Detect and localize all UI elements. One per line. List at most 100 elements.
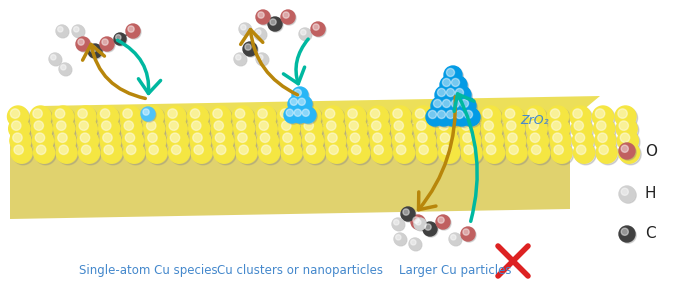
Circle shape <box>450 234 462 246</box>
Circle shape <box>577 145 586 155</box>
Circle shape <box>212 130 234 151</box>
Circle shape <box>426 108 444 126</box>
Circle shape <box>167 130 188 151</box>
Circle shape <box>168 109 177 118</box>
Circle shape <box>236 121 246 130</box>
Circle shape <box>438 88 445 97</box>
Circle shape <box>101 38 115 52</box>
Circle shape <box>506 120 526 141</box>
Circle shape <box>280 130 301 151</box>
Circle shape <box>50 54 62 66</box>
Circle shape <box>300 106 321 127</box>
Circle shape <box>259 142 279 163</box>
Circle shape <box>100 130 121 151</box>
Circle shape <box>147 132 167 153</box>
Circle shape <box>575 133 585 142</box>
Circle shape <box>298 98 306 105</box>
Circle shape <box>461 142 482 163</box>
Circle shape <box>620 144 641 165</box>
Circle shape <box>327 132 347 153</box>
Circle shape <box>124 132 145 153</box>
Circle shape <box>211 118 232 139</box>
Circle shape <box>103 144 124 165</box>
Circle shape <box>393 130 414 151</box>
Text: Cu clusters or nanoparticles: Cu clusters or nanoparticles <box>217 264 383 277</box>
Circle shape <box>509 145 519 155</box>
Circle shape <box>437 216 451 230</box>
Circle shape <box>529 132 550 153</box>
Circle shape <box>553 144 573 165</box>
Circle shape <box>72 25 84 37</box>
Circle shape <box>395 234 407 246</box>
Circle shape <box>215 133 225 142</box>
Circle shape <box>188 106 208 127</box>
Circle shape <box>619 142 640 163</box>
Circle shape <box>282 132 303 153</box>
Circle shape <box>213 120 234 141</box>
Circle shape <box>619 143 635 159</box>
Circle shape <box>102 39 108 45</box>
Circle shape <box>367 106 388 127</box>
Circle shape <box>528 109 537 118</box>
Circle shape <box>621 145 631 155</box>
Circle shape <box>464 145 473 155</box>
Circle shape <box>618 120 639 141</box>
Circle shape <box>436 109 454 127</box>
Circle shape <box>619 226 635 242</box>
Circle shape <box>594 118 614 139</box>
Circle shape <box>290 98 297 105</box>
Circle shape <box>547 106 569 127</box>
Circle shape <box>620 187 636 203</box>
Circle shape <box>436 108 458 129</box>
Circle shape <box>10 109 20 118</box>
Circle shape <box>281 142 302 163</box>
Circle shape <box>598 133 607 142</box>
Circle shape <box>13 144 34 165</box>
Circle shape <box>456 88 464 97</box>
Circle shape <box>100 109 110 118</box>
Circle shape <box>262 145 271 155</box>
Circle shape <box>301 118 322 139</box>
Circle shape <box>292 107 308 123</box>
Circle shape <box>325 130 346 151</box>
Circle shape <box>410 239 422 251</box>
Circle shape <box>73 26 85 38</box>
Circle shape <box>304 121 314 130</box>
Circle shape <box>259 121 269 130</box>
Circle shape <box>573 130 593 151</box>
Circle shape <box>435 86 453 104</box>
Circle shape <box>10 130 31 151</box>
Circle shape <box>551 121 561 130</box>
Circle shape <box>394 121 403 130</box>
Circle shape <box>214 132 235 153</box>
Circle shape <box>189 108 210 129</box>
Circle shape <box>123 130 143 151</box>
Circle shape <box>620 144 636 160</box>
Circle shape <box>145 109 155 118</box>
Circle shape <box>283 12 289 18</box>
Circle shape <box>411 215 425 229</box>
Circle shape <box>146 142 167 163</box>
Circle shape <box>573 109 582 118</box>
Circle shape <box>530 133 540 142</box>
Circle shape <box>428 110 436 118</box>
Circle shape <box>440 133 449 142</box>
Circle shape <box>77 38 91 52</box>
Circle shape <box>192 132 212 153</box>
Circle shape <box>369 108 390 129</box>
Circle shape <box>302 130 323 151</box>
Circle shape <box>416 132 438 153</box>
Circle shape <box>484 121 493 130</box>
Circle shape <box>58 144 79 165</box>
Circle shape <box>75 106 96 127</box>
Circle shape <box>32 118 52 139</box>
Circle shape <box>451 78 460 86</box>
Circle shape <box>60 64 72 76</box>
Circle shape <box>101 132 123 153</box>
Circle shape <box>445 109 463 127</box>
Circle shape <box>56 25 68 37</box>
Circle shape <box>76 37 90 51</box>
Circle shape <box>325 120 347 141</box>
Circle shape <box>462 108 480 126</box>
Circle shape <box>293 88 309 104</box>
